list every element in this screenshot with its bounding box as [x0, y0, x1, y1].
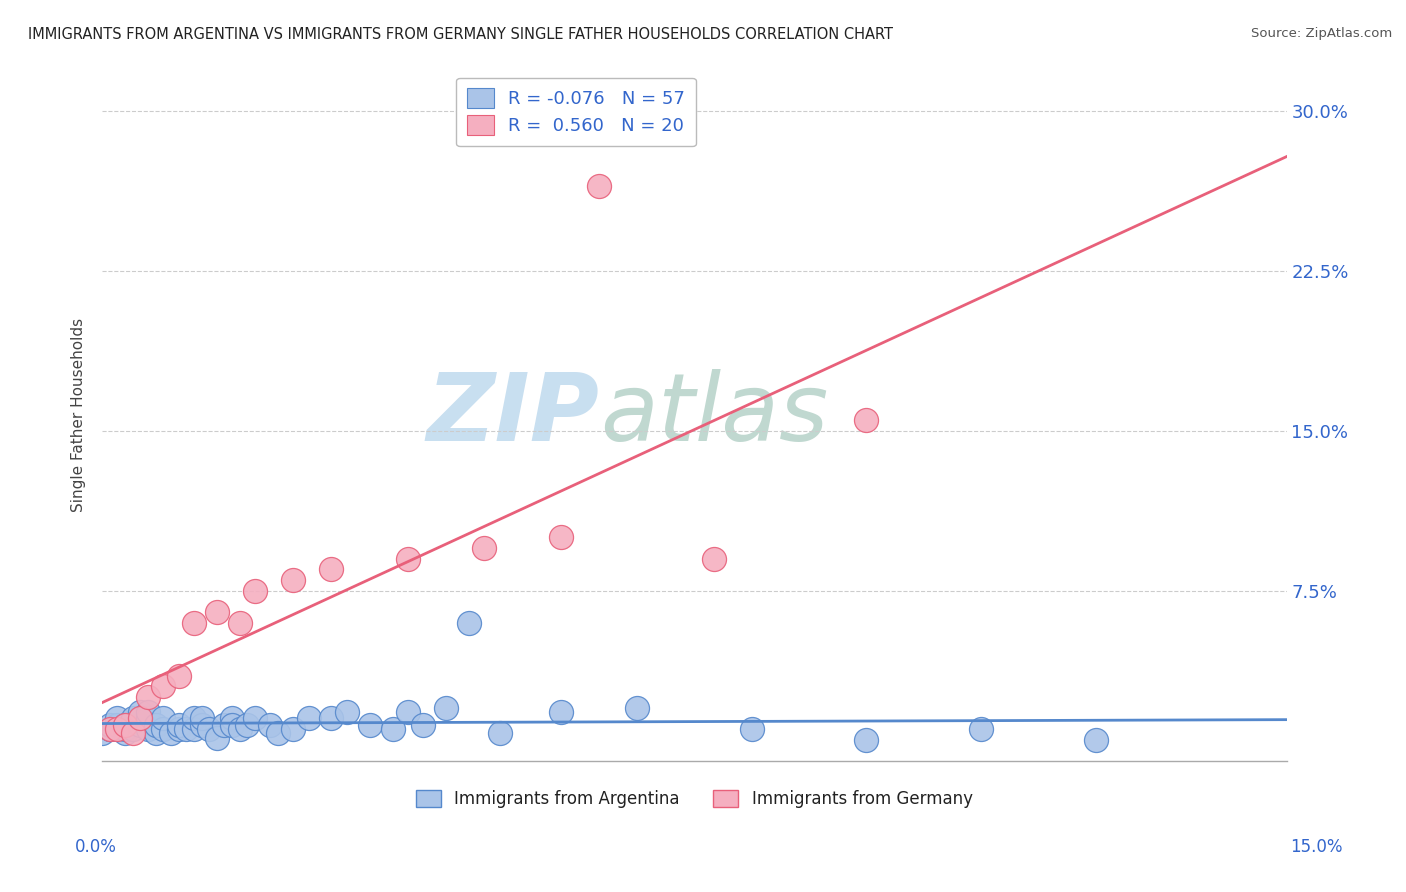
Point — [205, 605, 228, 619]
Point — [183, 711, 205, 725]
Text: IMMIGRANTS FROM ARGENTINA VS IMMIGRANTS FROM GERMANY SINGLE FATHER HOUSEHOLDS CO: IMMIGRANTS FROM ARGENTINA VS IMMIGRANTS … — [28, 27, 893, 42]
Point — [214, 718, 236, 732]
Point — [221, 711, 243, 725]
Point — [359, 718, 381, 732]
Legend: Immigrants from Argentina, Immigrants from Germany: Immigrants from Argentina, Immigrants fr… — [409, 783, 980, 815]
Point — [550, 530, 572, 544]
Point — [283, 573, 305, 587]
Point — [702, 551, 724, 566]
Point — [174, 722, 197, 736]
Point — [1084, 732, 1107, 747]
Point — [121, 722, 143, 736]
Point — [167, 722, 190, 736]
Point — [855, 413, 877, 427]
Point — [321, 711, 343, 725]
Point — [283, 722, 305, 736]
Point — [167, 669, 190, 683]
Point — [550, 705, 572, 719]
Point — [488, 726, 510, 740]
Point — [297, 711, 319, 725]
Point — [412, 718, 434, 732]
Point — [229, 722, 252, 736]
Point — [321, 562, 343, 576]
Point — [198, 722, 221, 736]
Point — [114, 718, 136, 732]
Point — [136, 690, 159, 705]
Point — [129, 718, 152, 732]
Point — [107, 722, 129, 736]
Point — [129, 711, 152, 725]
Point — [160, 726, 183, 740]
Point — [236, 718, 259, 732]
Point — [136, 722, 159, 736]
Point — [229, 615, 252, 630]
Point — [114, 718, 136, 732]
Point — [183, 722, 205, 736]
Point — [129, 711, 152, 725]
Point — [98, 718, 121, 732]
Point — [243, 583, 266, 598]
Point — [855, 732, 877, 747]
Point — [152, 722, 174, 736]
Text: 0.0%: 0.0% — [75, 838, 117, 855]
Point — [458, 615, 481, 630]
Y-axis label: Single Father Households: Single Father Households — [72, 318, 86, 512]
Point — [121, 726, 143, 740]
Point — [145, 726, 167, 740]
Point — [98, 722, 121, 736]
Point — [970, 722, 993, 736]
Point — [190, 718, 212, 732]
Text: atlas: atlas — [599, 369, 828, 460]
Point — [190, 711, 212, 725]
Point — [145, 718, 167, 732]
Text: 15.0%: 15.0% — [1291, 838, 1343, 855]
Point — [267, 726, 290, 740]
Point — [472, 541, 495, 555]
Point — [107, 718, 129, 732]
Point — [626, 701, 648, 715]
Point — [98, 722, 121, 736]
Point — [167, 718, 190, 732]
Point — [107, 711, 129, 725]
Point — [107, 722, 129, 736]
Point — [136, 711, 159, 725]
Point — [396, 551, 419, 566]
Text: Source: ZipAtlas.com: Source: ZipAtlas.com — [1251, 27, 1392, 40]
Point — [243, 711, 266, 725]
Point — [121, 711, 143, 725]
Point — [221, 718, 243, 732]
Point — [152, 680, 174, 694]
Point — [434, 701, 457, 715]
Point — [114, 722, 136, 736]
Point — [741, 722, 763, 736]
Point — [205, 731, 228, 745]
Point — [129, 705, 152, 719]
Point — [183, 615, 205, 630]
Point — [114, 726, 136, 740]
Point — [336, 705, 359, 719]
Point — [396, 705, 419, 719]
Point — [136, 705, 159, 719]
Point — [381, 722, 404, 736]
Point — [588, 178, 610, 193]
Point — [259, 718, 281, 732]
Point — [152, 711, 174, 725]
Text: ZIP: ZIP — [427, 368, 599, 461]
Point — [98, 722, 121, 736]
Point — [91, 726, 114, 740]
